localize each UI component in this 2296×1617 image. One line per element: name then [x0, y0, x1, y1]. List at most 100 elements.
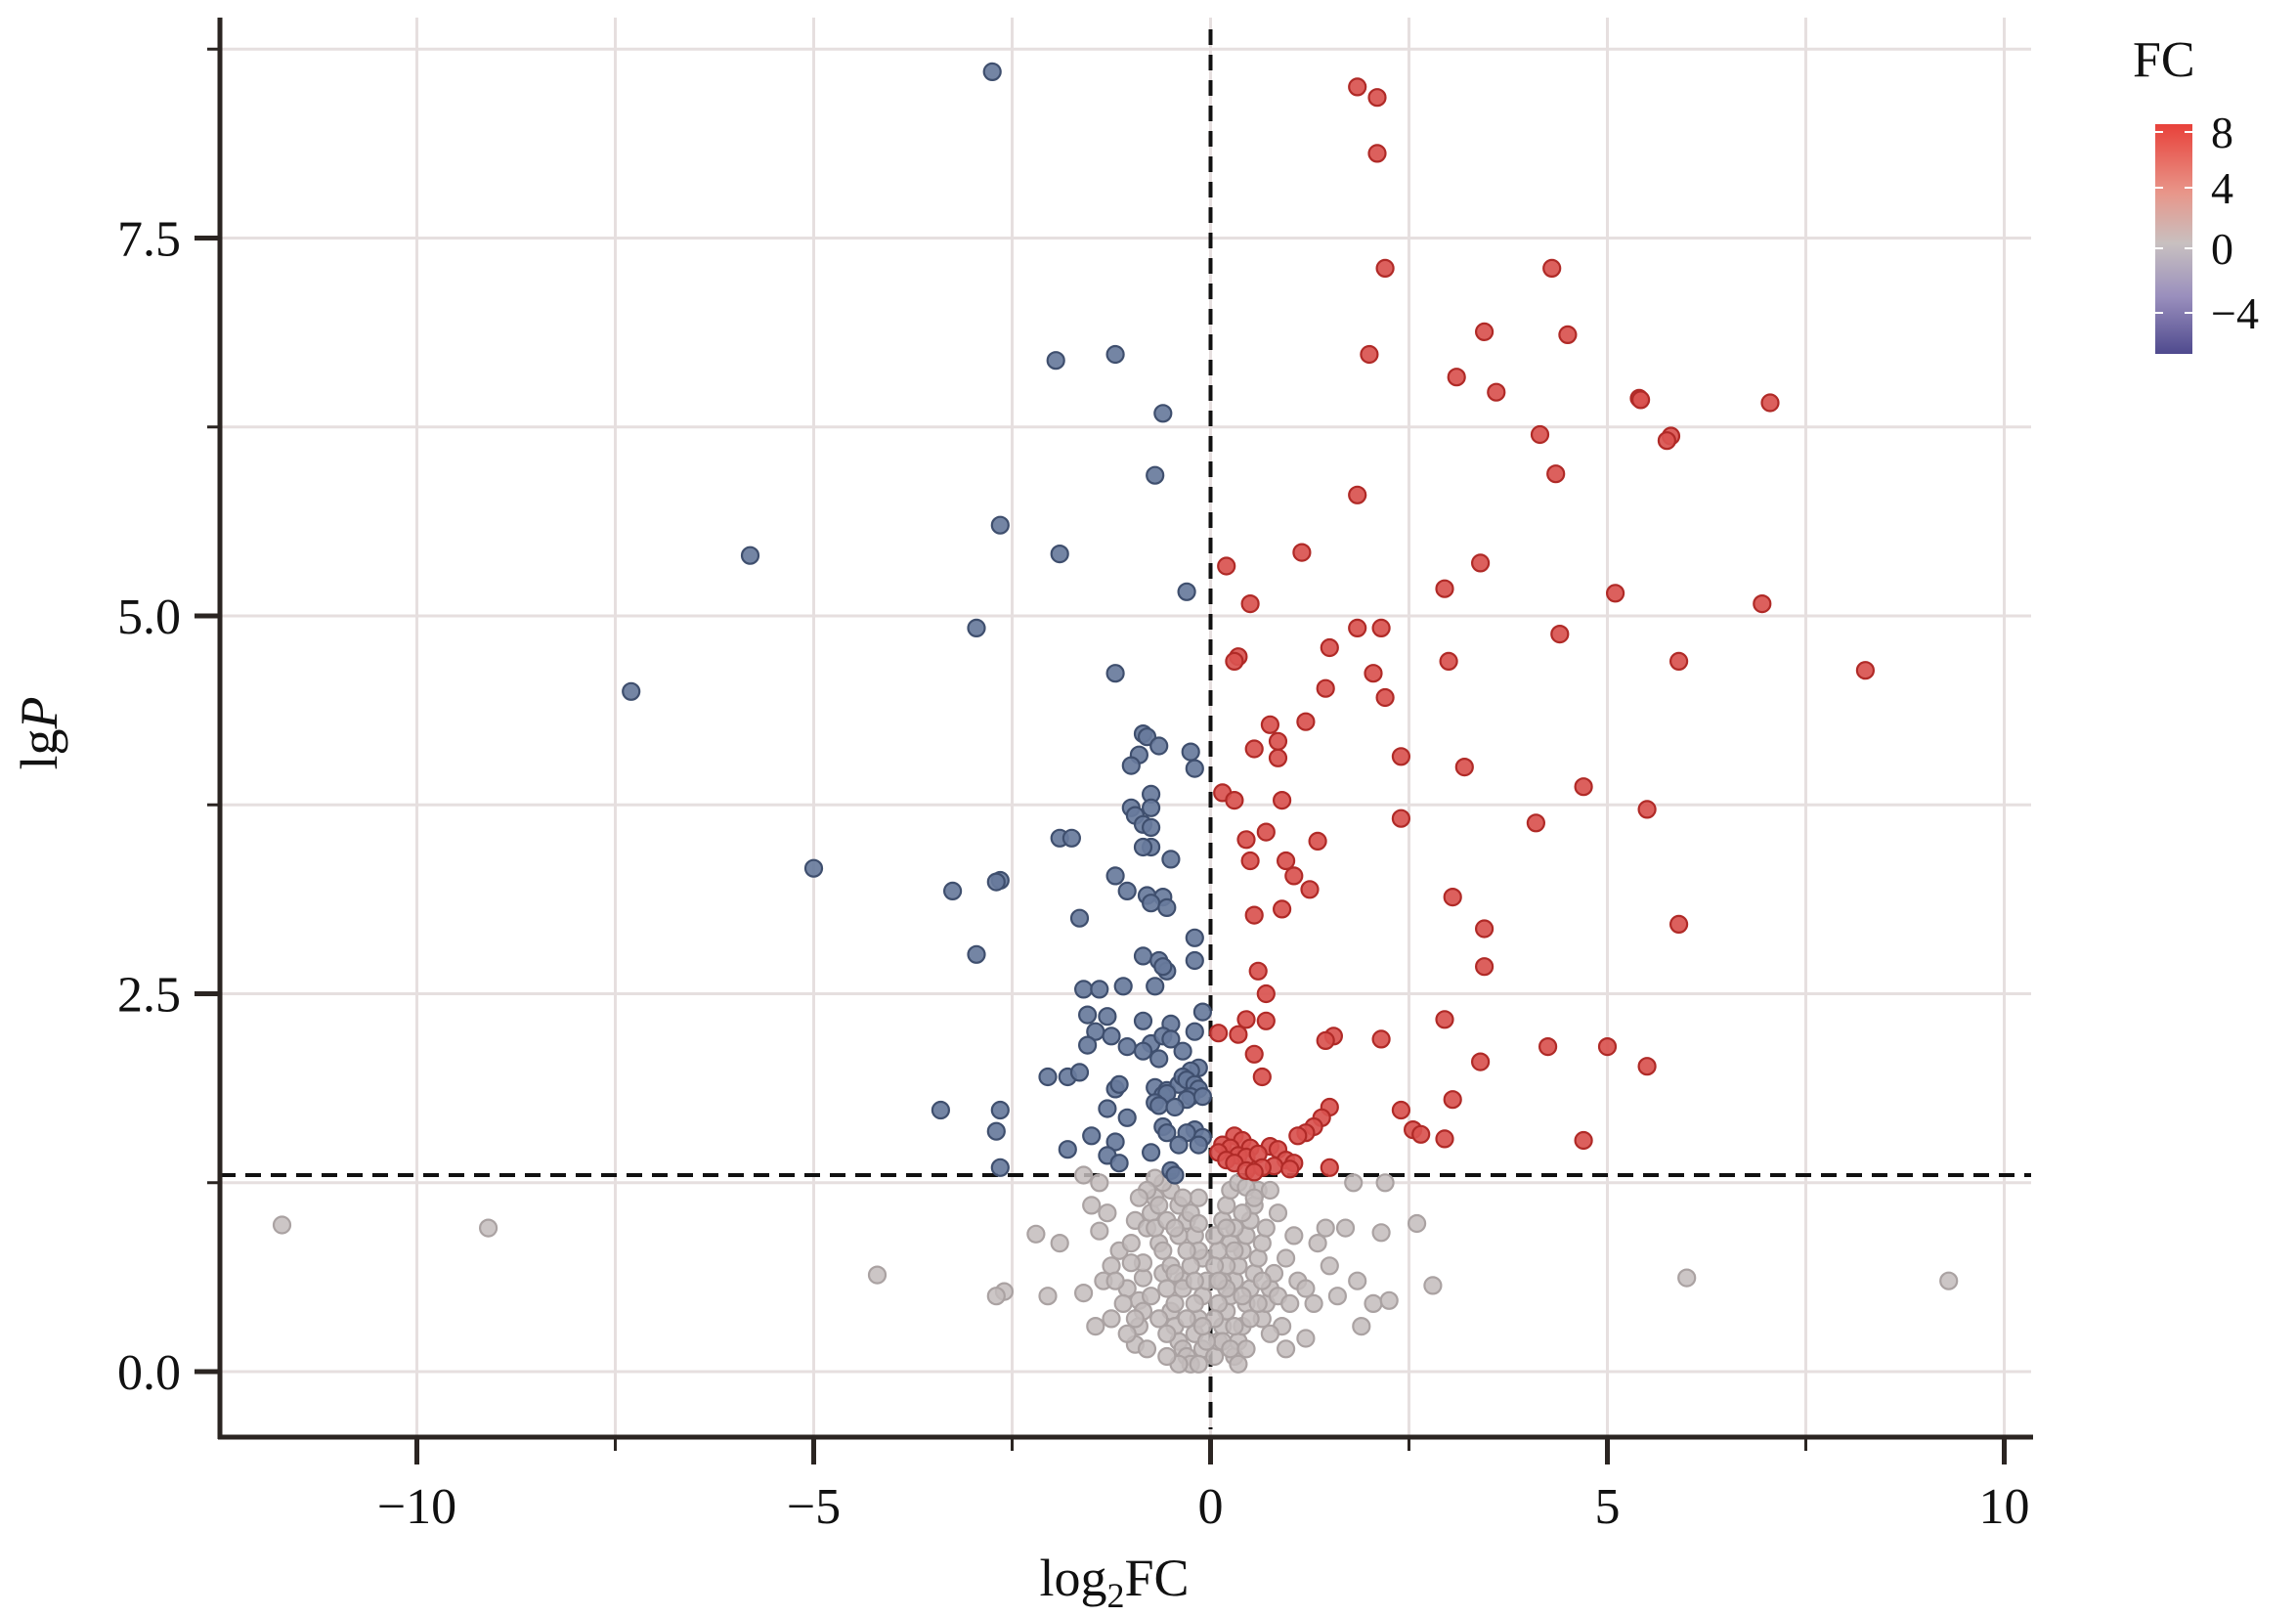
point-ns	[1149, 1309, 1169, 1329]
point-ns	[1137, 1339, 1157, 1359]
point-ns	[1098, 1203, 1117, 1223]
point-down	[803, 858, 824, 878]
point-up	[1244, 905, 1264, 925]
point-up	[1367, 88, 1387, 108]
point-down	[1082, 1126, 1102, 1146]
point-ns	[1260, 1324, 1280, 1343]
point-up	[1470, 1052, 1491, 1071]
point-ns	[1073, 1165, 1094, 1185]
point-up	[1474, 957, 1495, 977]
y-tick-label: 5.0	[117, 590, 181, 645]
point-ns	[1327, 1287, 1348, 1306]
point-up	[1320, 1158, 1339, 1177]
point-down	[1185, 950, 1204, 971]
point-ns	[1086, 1316, 1105, 1336]
point-down	[1117, 1108, 1137, 1127]
y-axis-title: lgP	[10, 696, 68, 769]
point-ns	[1364, 1293, 1383, 1314]
x-tick-label: −10	[377, 1479, 456, 1535]
point-up	[1320, 637, 1339, 658]
point-ns	[1102, 1309, 1121, 1329]
point-ns	[1217, 1196, 1236, 1215]
point-down	[1149, 1096, 1169, 1115]
point-ns	[1276, 1248, 1296, 1268]
point-up	[1280, 1159, 1300, 1179]
point-up	[1855, 661, 1876, 680]
point-ns	[1189, 1354, 1208, 1374]
point-ns	[1173, 1188, 1192, 1207]
point-up	[1296, 712, 1316, 731]
point-up	[1256, 1011, 1276, 1030]
point-up	[1558, 325, 1578, 344]
point-up	[1256, 983, 1276, 1004]
point-ns	[1165, 1218, 1185, 1238]
point-down	[1046, 351, 1065, 371]
point-ns	[1026, 1224, 1046, 1244]
point-ns	[1233, 1287, 1252, 1306]
point-down	[1157, 1123, 1177, 1143]
point-up	[1454, 757, 1474, 777]
point-down	[1105, 344, 1125, 365]
point-ns	[1348, 1271, 1367, 1290]
x-tick-label: −5	[787, 1479, 841, 1535]
point-down	[990, 1158, 1010, 1177]
point-down	[1073, 980, 1094, 999]
point-ns	[1225, 1241, 1244, 1260]
point-down	[1117, 881, 1137, 901]
point-up	[1244, 1044, 1264, 1064]
point-down	[1069, 1063, 1090, 1082]
point-down	[1153, 957, 1173, 977]
point-ns	[1125, 1309, 1146, 1329]
point-down	[1157, 897, 1177, 918]
point-up	[1208, 1024, 1229, 1043]
point-up	[1597, 1036, 1618, 1057]
point-ns	[1208, 1271, 1229, 1290]
point-ns	[1256, 1218, 1276, 1238]
point-ns	[1296, 1279, 1316, 1298]
point-ns	[1280, 1293, 1300, 1314]
point-down	[1141, 817, 1161, 838]
point-ns	[1102, 1256, 1121, 1276]
point-ns	[1105, 1271, 1125, 1290]
point-down	[986, 872, 1006, 892]
point-up	[1225, 651, 1244, 672]
colorbar-tick-label: 4	[2211, 163, 2233, 213]
point-up	[1443, 1090, 1462, 1110]
point-up	[1391, 747, 1411, 766]
point-down	[1169, 1135, 1189, 1155]
point-ns	[1185, 1271, 1204, 1290]
point-ns	[1308, 1233, 1327, 1253]
point-down	[982, 62, 1002, 82]
legend-title: FC	[2133, 32, 2195, 88]
point-ns	[1677, 1268, 1697, 1288]
point-ns	[1129, 1188, 1149, 1207]
point-up	[1538, 1036, 1558, 1057]
point-down	[1185, 928, 1204, 947]
point-down	[1050, 544, 1069, 564]
point-ns	[1244, 1188, 1264, 1207]
point-up	[1240, 593, 1260, 614]
point-up	[1487, 382, 1506, 402]
point-up	[1435, 1010, 1454, 1029]
point-ns	[1149, 1196, 1169, 1215]
point-up	[1668, 914, 1689, 935]
point-down	[1141, 1143, 1161, 1162]
point-ns	[1121, 1253, 1141, 1273]
point-up	[1526, 813, 1546, 833]
point-up	[1272, 899, 1292, 919]
point-down	[1105, 866, 1125, 886]
point-up	[1753, 593, 1772, 614]
point-down	[1105, 664, 1125, 683]
point-up	[1229, 1025, 1248, 1044]
point-ns	[1939, 1271, 1959, 1290]
fc-colorbar-legend: FC 8 4 0 −4	[2133, 32, 2259, 354]
point-ns	[1157, 1324, 1177, 1343]
point-ns	[272, 1215, 292, 1235]
point-up	[1236, 1010, 1256, 1029]
point-up	[1375, 258, 1395, 278]
point-up	[1272, 790, 1292, 810]
point-ns	[1407, 1213, 1427, 1234]
point-ns	[1225, 1316, 1244, 1336]
x-tick-label: 0	[1198, 1479, 1224, 1535]
point-up	[1348, 618, 1367, 638]
